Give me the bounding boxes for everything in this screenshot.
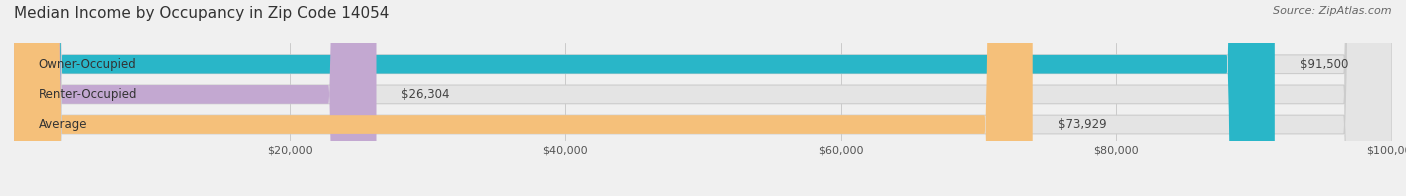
Text: Source: ZipAtlas.com: Source: ZipAtlas.com xyxy=(1274,6,1392,16)
FancyBboxPatch shape xyxy=(14,0,1392,196)
Text: $91,500: $91,500 xyxy=(1299,58,1348,71)
Text: Renter-Occupied: Renter-Occupied xyxy=(39,88,138,101)
Text: Median Income by Occupancy in Zip Code 14054: Median Income by Occupancy in Zip Code 1… xyxy=(14,6,389,21)
Text: Owner-Occupied: Owner-Occupied xyxy=(39,58,136,71)
FancyBboxPatch shape xyxy=(14,0,1392,196)
Text: $73,929: $73,929 xyxy=(1057,118,1107,131)
FancyBboxPatch shape xyxy=(14,0,1275,196)
Text: $26,304: $26,304 xyxy=(401,88,450,101)
FancyBboxPatch shape xyxy=(14,0,1392,196)
FancyBboxPatch shape xyxy=(14,0,377,196)
FancyBboxPatch shape xyxy=(14,0,1033,196)
Text: Average: Average xyxy=(39,118,87,131)
